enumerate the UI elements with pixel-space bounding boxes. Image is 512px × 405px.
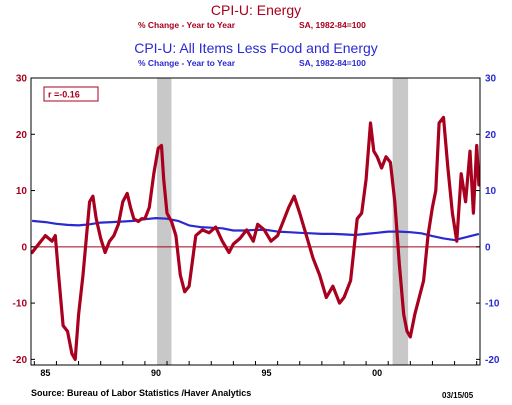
y-left-tick-label: -20	[13, 355, 28, 366]
recession-band	[157, 78, 172, 365]
energy-subtitle-left: % Change - Year to Year	[138, 20, 236, 30]
y-right-tick-label: 20	[485, 130, 497, 141]
correlation-annotation: r =-0.16	[48, 90, 80, 100]
x-tick-label: 95	[262, 368, 272, 378]
y-right-tick-label: 0	[485, 242, 491, 253]
core-subtitle-right: SA, 1982-84=100	[299, 58, 366, 68]
release-date: 03/15/05	[442, 391, 474, 400]
x-tick-label: 90	[151, 368, 161, 378]
y-right-tick-label: -10	[485, 299, 500, 310]
core-title: CPI-U: All Items Less Food and Energy	[134, 40, 378, 56]
core-subtitle-left: % Change - Year to Year	[138, 58, 236, 68]
y-left-tick-label: 20	[16, 130, 28, 141]
recession-band	[392, 78, 409, 365]
y-left-tick-label: 10	[16, 186, 28, 197]
source-note: Source: Bureau of Labor Statistics /Have…	[31, 388, 252, 398]
x-tick-label: 85	[40, 368, 50, 378]
x-tick-label: 00	[372, 368, 382, 378]
energy-subtitle-right: SA, 1982-84=100	[299, 20, 366, 30]
y-left-tick-label: 30	[16, 74, 28, 85]
correlation-annotation-box	[43, 86, 99, 102]
y-right-tick-label: 30	[485, 74, 497, 85]
energy-title: CPI-U: Energy	[210, 2, 302, 18]
y-right-tick-label: 10	[485, 186, 497, 197]
y-left-tick-label: -10	[13, 299, 28, 310]
energy-cpi-series-line	[30, 115, 481, 361]
y-left-tick-label: 0	[21, 242, 27, 253]
y-right-tick-label: -20	[485, 355, 500, 366]
